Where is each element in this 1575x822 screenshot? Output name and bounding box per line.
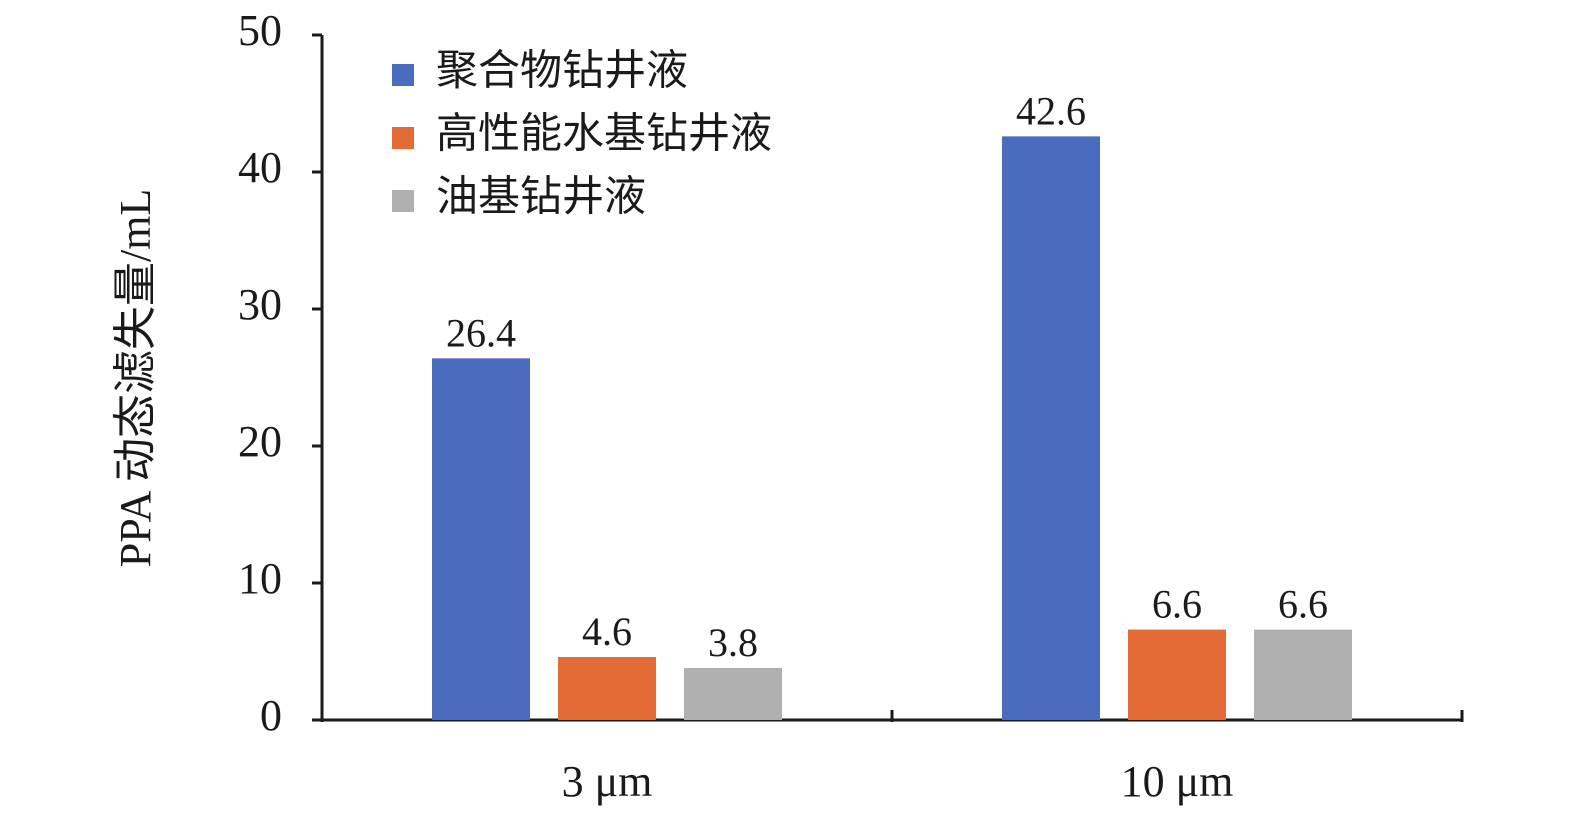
legend-swatch: [392, 64, 414, 86]
value-label: 6.6: [1152, 582, 1202, 627]
bar: [432, 358, 530, 720]
bar: [558, 656, 656, 720]
value-label: 4.6: [582, 609, 632, 654]
y-tick-label: 50: [238, 6, 282, 55]
x-tick-label: 10 μm: [1121, 757, 1234, 806]
legend-label: 高性能水基钻井液: [436, 112, 772, 158]
legend-swatch: [392, 190, 414, 212]
x-tick-label: 3 μm: [562, 757, 653, 806]
y-tick-label: 40: [238, 143, 282, 192]
bar: [1254, 629, 1352, 720]
value-label: 3.8: [708, 620, 758, 665]
y-tick-label: 10: [238, 554, 282, 603]
value-label: 42.6: [1016, 88, 1086, 133]
y-tick-label: 0: [260, 691, 282, 740]
y-tick-label: 30: [238, 280, 282, 329]
legend-label: 聚合物钻井液: [436, 49, 688, 95]
legend-swatch: [392, 127, 414, 149]
value-label: 6.6: [1278, 582, 1328, 627]
y-axis-label: PPA 动态滤失量/mL: [111, 189, 160, 568]
value-label: 26.4: [446, 310, 516, 355]
bar: [1002, 136, 1100, 720]
bar: [684, 667, 782, 720]
y-tick-label: 20: [238, 417, 282, 466]
bar: [1128, 629, 1226, 720]
legend-label: 油基钻井液: [436, 175, 646, 221]
